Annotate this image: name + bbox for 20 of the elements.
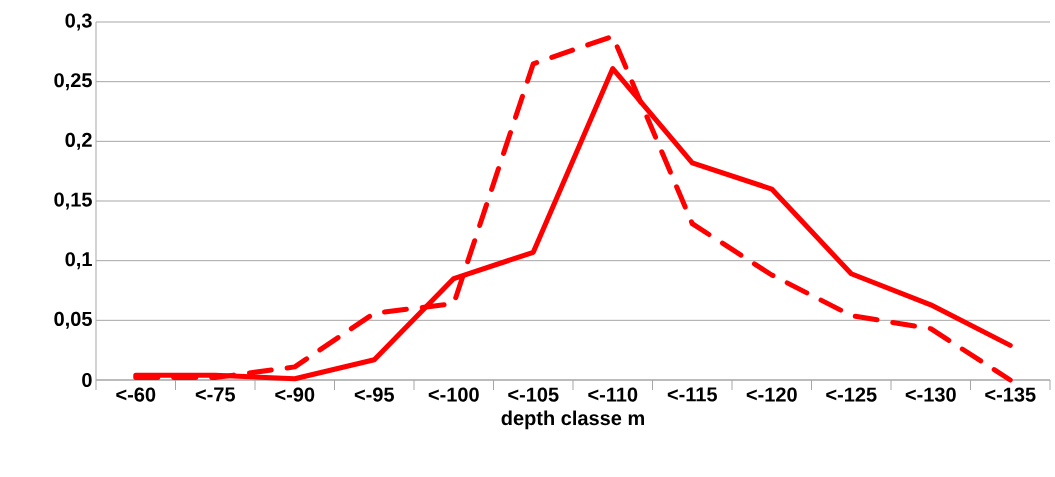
x-tick-label: <-125 bbox=[826, 387, 877, 402]
x-tick-label: <-115 bbox=[667, 387, 717, 402]
x-tick-label: <-120 bbox=[746, 387, 797, 402]
x-tick-label: <-95 bbox=[354, 387, 394, 402]
x-tick-label: <-110 bbox=[588, 387, 638, 402]
y-tick-label: 0,05 bbox=[54, 311, 92, 329]
x-tick-label: <-100 bbox=[428, 387, 479, 402]
x-tick-label: <-75 bbox=[195, 387, 235, 402]
y-tick-label: 0,25 bbox=[54, 73, 92, 91]
y-tick-label: 0,2 bbox=[65, 132, 92, 150]
x-tick-label: <-90 bbox=[275, 387, 315, 402]
x-tick-label: <-60 bbox=[116, 387, 156, 402]
y-tick-label: 0,15 bbox=[54, 192, 92, 210]
x-tick-label: <-135 bbox=[985, 387, 1036, 402]
x-tick-label: <-105 bbox=[508, 387, 559, 402]
x-tick-label: <-130 bbox=[905, 387, 956, 402]
x-axis-title: depth classe m bbox=[501, 410, 644, 430]
y-tick-label: 0 bbox=[82, 372, 92, 388]
y-tick-label: 0,1 bbox=[65, 252, 92, 270]
y-tick-label: 0,3 bbox=[65, 13, 92, 31]
